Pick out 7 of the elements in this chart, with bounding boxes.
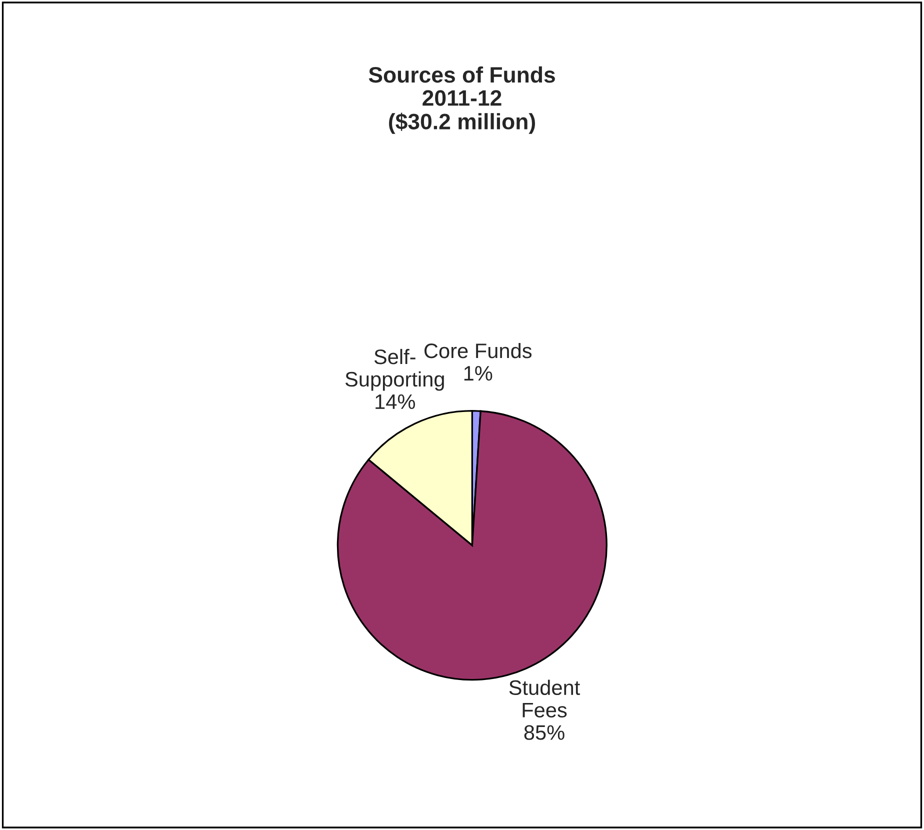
pie-slice [336,410,608,681]
slice-label: Student Fees [509,680,580,718]
data-label: 14% [376,394,415,410]
slice-label: Core Funds [424,342,532,358]
data-label: 1% [464,366,492,381]
chart-title: Sources of Funds 2011-12 ($30.2 million) [368,66,555,134]
data-label: 85% [524,725,564,740]
